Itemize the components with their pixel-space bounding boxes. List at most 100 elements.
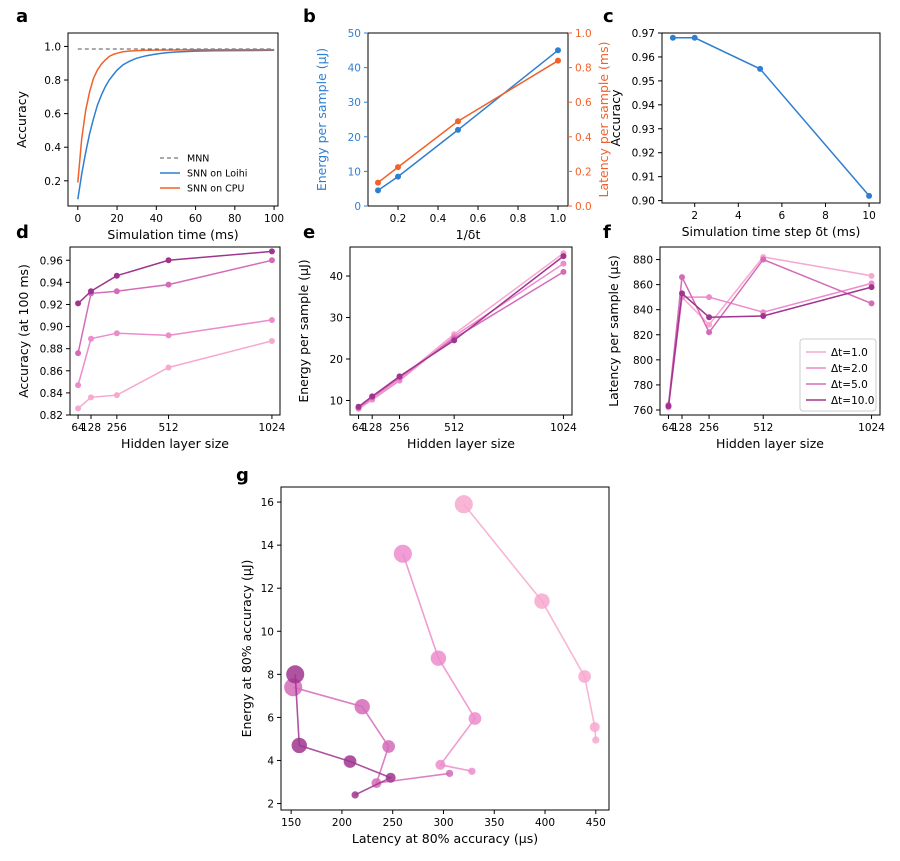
x-tick-label-d: 1024	[259, 422, 286, 434]
data-point-d	[165, 332, 172, 339]
y-tick-label-d: 0.82	[40, 410, 63, 422]
y-tick-label-d: 0.84	[40, 388, 64, 400]
y-tick-label-a: 1.0	[44, 41, 61, 53]
legend-entry: Δt=1.0	[831, 347, 868, 359]
data-point-c	[757, 65, 764, 72]
y-axis-label-g: Energy at 80% accuracy (μJ)	[239, 560, 254, 738]
data-point-e	[369, 393, 376, 400]
y-right-tick-label-b: 0.4	[575, 132, 592, 144]
y-tick-label-b: 50	[348, 28, 361, 40]
series-line-b-1	[377, 60, 559, 184]
data-point-b	[555, 57, 561, 64]
x-tick-label-b: 0.2	[390, 213, 407, 225]
data-point-e	[560, 268, 567, 275]
data-point-d	[268, 316, 275, 323]
series-line-e-1	[358, 262, 564, 410]
panel-a: a 0 20 40 60 80 100 0.2 0.4 0.6 0.8 1.0 Simulation t…	[14, 6, 284, 242]
x-tick-label-b: 0.8	[510, 213, 527, 225]
y-tick-label-a: 0.4	[44, 142, 61, 154]
x-tick-label-a: 80	[228, 213, 241, 225]
data-point-f	[679, 290, 685, 297]
data-point-b	[375, 187, 381, 194]
y-tick-label-d: 0.94	[40, 277, 64, 289]
x-tick-label-b: 0.4	[430, 213, 447, 225]
y-tick-label-b: 20	[348, 132, 361, 144]
x-tick-label-c: 4	[735, 210, 742, 222]
x-tick-label-f: 128	[672, 422, 692, 434]
data-point-f	[706, 294, 713, 301]
data-point-d	[75, 405, 82, 412]
data-point-b	[455, 118, 461, 125]
series-line-g-2	[292, 686, 450, 785]
data-point-g	[343, 755, 357, 768]
x-tick-label-g: 300	[433, 817, 453, 829]
x-tick-label-a: 20	[110, 213, 123, 225]
y-tick-label-g: 2	[267, 799, 274, 811]
x-tick-label-e: 128	[362, 422, 382, 434]
data-point-f	[868, 272, 875, 279]
data-point-b	[395, 173, 401, 180]
data-point-d	[113, 330, 120, 337]
series-line-d-0	[77, 340, 273, 409]
data-point-g	[382, 740, 395, 753]
data-point-b	[375, 179, 381, 186]
y-tick-label-e: 10	[330, 395, 343, 407]
data-point-e	[396, 373, 403, 380]
x-tick-label-b: 1.0	[550, 213, 567, 225]
data-point-d	[165, 364, 172, 371]
x-tick-label-c: 10	[862, 210, 875, 222]
y-axis-label-d: Accuracy (at 100 ms)	[16, 264, 31, 398]
series-line-c-0	[672, 37, 870, 197]
y-tick-label-g: 6	[267, 712, 274, 724]
x-tick-label-d: 256	[107, 422, 127, 434]
y-tick-label-a: 0.8	[44, 75, 61, 87]
plot-frame-f	[659, 246, 881, 416]
panel-g: g 150 200 250 300 350 400 450 2 4 6 8 10 12 14 16 Latenc…	[236, 465, 610, 846]
x-tick-label-c: 2	[691, 210, 698, 222]
y-axis-label-right-b: Latency per sample (ms)	[596, 42, 611, 198]
data-point-b	[455, 126, 461, 133]
legend-entry: Δt=10.0	[831, 395, 874, 407]
data-point-g	[354, 698, 370, 715]
x-axis-label-e: Hidden layer size	[407, 436, 515, 451]
x-tick-label-f: 1024	[858, 422, 885, 434]
panel-label-f: f	[603, 222, 611, 243]
x-tick-label-a: 100	[264, 213, 284, 225]
data-point-f	[868, 300, 875, 307]
series-line-d-1	[77, 319, 273, 386]
y-tick-label-c: 0.97	[632, 28, 655, 40]
data-point-d	[165, 257, 172, 264]
y-tick-label-g: 10	[261, 626, 274, 638]
data-point-c	[691, 34, 698, 41]
data-point-f	[665, 403, 672, 410]
panel-c: c 2 4 6 8 10 0.90 0.91 0.92 0.93 0.94 0.95 0.96 0.97 S…	[603, 6, 881, 239]
y-tick-label-c: 0.95	[632, 76, 655, 88]
series-line-g-0	[463, 503, 597, 741]
y-right-tick-label-b: 0.0	[575, 201, 592, 213]
data-point-e	[560, 260, 567, 267]
y-tick-label-f: 800	[633, 355, 653, 367]
x-tick-label-g: 400	[535, 817, 555, 829]
data-point-g	[430, 650, 447, 666]
plot-frame-d	[69, 246, 281, 416]
y-tick-label-c: 0.93	[632, 124, 655, 136]
y-tick-label-f: 860	[633, 280, 653, 292]
x-axis-label-g: Latency at 80% accuracy (μs)	[352, 831, 538, 846]
y-tick-label-d: 0.86	[40, 366, 64, 378]
x-axis-label-b: 1/δt	[456, 227, 481, 242]
data-point-d	[88, 335, 94, 342]
data-point-g	[589, 722, 600, 733]
y-axis-label-e: Energy per sample (μJ)	[296, 259, 311, 402]
data-point-b	[555, 47, 561, 54]
plot-frame-a	[67, 32, 279, 207]
data-point-g	[445, 769, 454, 778]
x-tick-label-g: 250	[383, 817, 403, 829]
data-point-g	[454, 495, 473, 514]
x-tick-label-e: 1024	[550, 422, 577, 434]
data-point-f	[760, 312, 767, 319]
data-point-d	[88, 288, 94, 295]
y-tick-label-g: 16	[261, 497, 275, 509]
x-axis-label-d: Hidden layer size	[121, 436, 229, 451]
x-tick-label-b: 0.6	[470, 213, 487, 225]
